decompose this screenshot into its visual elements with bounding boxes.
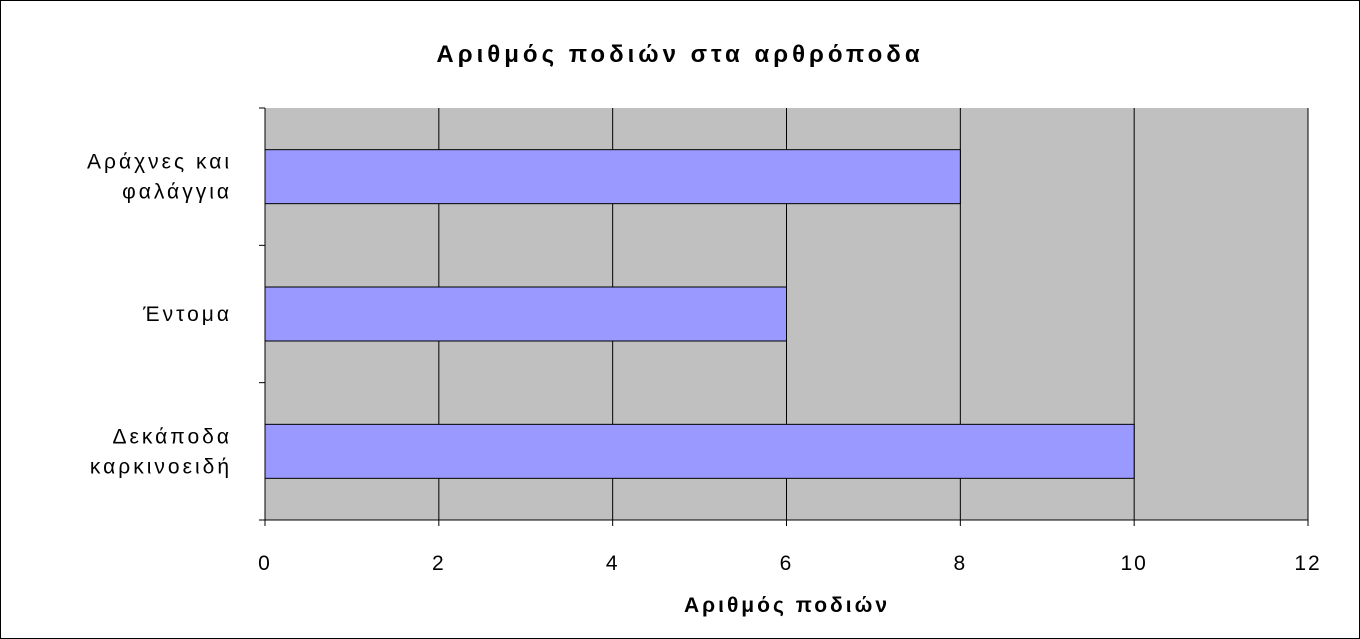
x-tick-label: 12 (1294, 552, 1321, 575)
x-tick-label: 0 (258, 552, 272, 575)
y-category-label: φαλάγγια (122, 181, 232, 204)
x-tick-label: 8 (953, 552, 967, 575)
y-category-label: Αράχνες και (87, 151, 232, 174)
chart-title: Αριθμός ποδιών στα αρθρόποδα (436, 41, 923, 68)
x-tick-label: 6 (780, 552, 794, 575)
plot-area: 0 2 4 6 8 10 12 Αράχνες και φαλάγγια Έντομα Δεκάπο… (87, 107, 1321, 575)
y-category-label: Έντομα (142, 303, 232, 326)
y-category-label: καρκινοειδή (90, 455, 232, 478)
x-tick-label: 4 (606, 552, 620, 575)
bar (264, 423, 1135, 479)
y-category-label: Δεκάποδα (113, 425, 232, 448)
x-tick-label: 2 (432, 552, 446, 575)
bar (264, 286, 787, 342)
x-axis-title: Αριθμός ποδιών (684, 594, 890, 617)
x-tick-label: 10 (1120, 552, 1147, 575)
bar (264, 149, 961, 205)
